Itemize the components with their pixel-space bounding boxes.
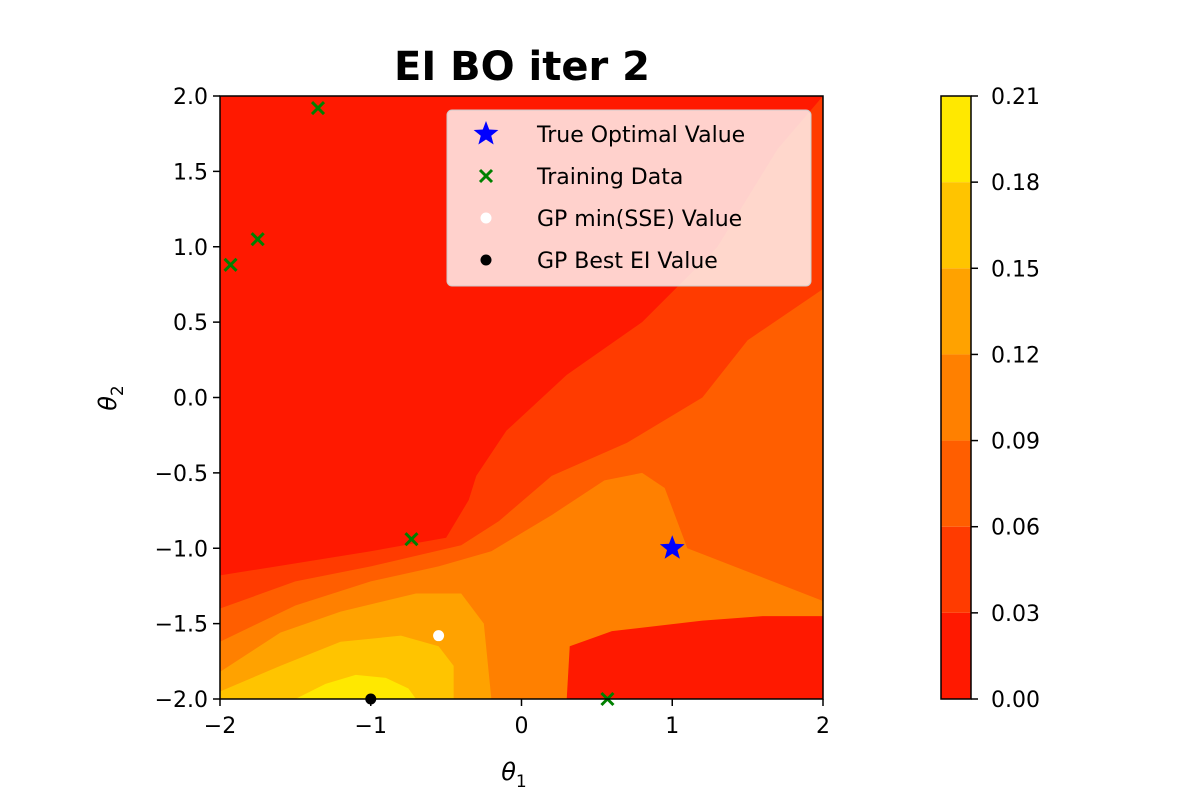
colorbar-tick-label: 0.21	[991, 85, 1040, 110]
colorbar-tick-label: 0.09	[991, 430, 1040, 455]
y-axis: 2.0 1.5 1.0 0.5 0.0 −0.5 −1.0 −1.5 −2.0	[155, 85, 220, 713]
colorbar-band	[941, 96, 971, 183]
legend-label: Training Data	[536, 165, 683, 190]
x-tick-label: −1	[355, 714, 387, 739]
x-axis-label: θ1	[501, 758, 527, 792]
x-axis-label-main: θ	[501, 758, 516, 786]
colorbar-tick-label: 0.06	[991, 516, 1040, 541]
colorbar-band	[941, 268, 971, 355]
colorbar-band	[941, 526, 971, 613]
y-tick-label: −1.0	[155, 537, 208, 562]
y-tick-label: −0.5	[155, 462, 208, 487]
marker-x	[250, 232, 265, 247]
y-tick-label: −2.0	[155, 688, 208, 713]
legend-marker-dot	[480, 254, 492, 266]
legend-marker-x	[478, 168, 494, 184]
x-tick-label: 0	[515, 714, 529, 739]
marker-dot	[433, 630, 445, 642]
y-axis-label: θ2	[94, 385, 128, 411]
legend: True Optimal Value Training Data GP min(SS…	[446, 109, 812, 287]
colorbar-band	[941, 354, 971, 441]
y-tick-label: 1.0	[173, 236, 208, 261]
colorbar-tick-label: 0.15	[991, 257, 1040, 282]
x-axis-label-sub: 1	[516, 772, 527, 792]
x-axis: −2 −1 0 1 2	[204, 699, 830, 739]
colorbar-tick-label: 0.03	[991, 602, 1040, 627]
contour-low-region	[566, 616, 823, 699]
colorbar-tick-label: 0.18	[991, 171, 1040, 196]
y-tick-label: 1.5	[173, 160, 208, 185]
y-tick-label: 2.0	[173, 85, 208, 110]
legend-label: True Optimal Value	[536, 123, 745, 148]
marker-x	[223, 257, 238, 272]
y-axis-label-sub: 2	[108, 385, 128, 396]
legend-box	[446, 109, 812, 287]
x-tick-label: 2	[816, 714, 830, 739]
y-tick-label: 0.0	[173, 387, 208, 412]
legend-marker-star	[473, 121, 499, 145]
y-tick-label: −1.5	[155, 613, 208, 638]
marker-layer	[223, 100, 685, 707]
legend-marker-dot	[480, 212, 492, 224]
y-axis-label-main: θ	[94, 396, 122, 411]
marker-star	[659, 535, 685, 559]
legend-label: GP Best EI Value	[537, 249, 718, 274]
colorbar: 0.00 0.03 0.06 0.09 0.12 0.15 0.18 0.21	[940, 85, 1040, 713]
colorbar-band	[941, 440, 971, 527]
y-tick-label: 0.5	[173, 311, 208, 336]
marker-x	[310, 100, 326, 116]
colorbar-tick-label: 0.12	[991, 343, 1040, 368]
colorbar-band	[941, 182, 971, 269]
x-tick-label: −2	[204, 714, 236, 739]
legend-label: GP min(SSE) Value	[537, 207, 742, 232]
contour-band-6	[295, 674, 416, 699]
colorbar-frame	[940, 95, 972, 700]
chart-title: EI BO iter 2	[394, 44, 650, 90]
x-tick-label: 1	[665, 714, 679, 739]
colorbar-band	[941, 612, 971, 699]
colorbar-tick-label: 0.00	[991, 688, 1040, 713]
marker-x	[404, 532, 419, 547]
